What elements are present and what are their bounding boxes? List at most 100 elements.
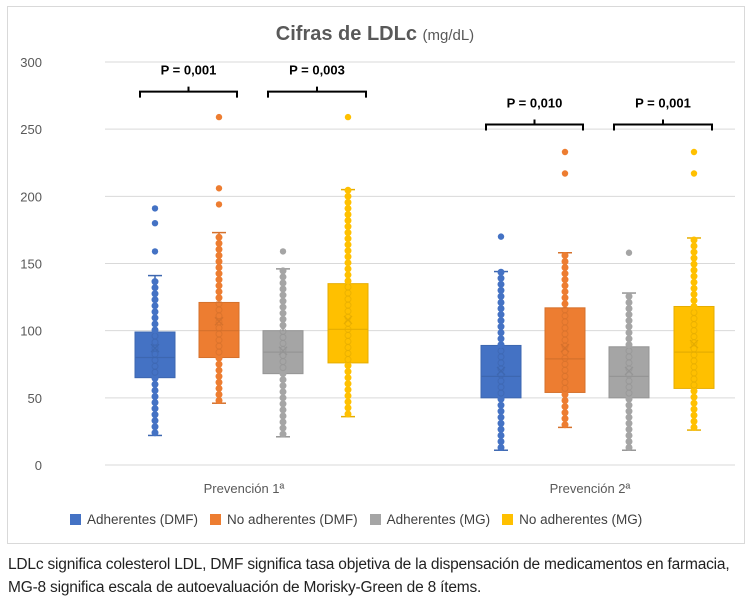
box-iqr [198, 301, 240, 359]
data-point [625, 317, 633, 325]
data-point [625, 395, 633, 403]
legend-item-no-adherentes-mg: No adherentes (MG) [502, 512, 642, 527]
data-point [690, 290, 698, 298]
data-point [279, 315, 287, 323]
legend-swatch [369, 514, 381, 525]
data-point [215, 245, 223, 253]
data-point [215, 366, 223, 374]
y-tick-label: 200 [20, 189, 42, 204]
data-point [497, 419, 505, 427]
data-point [279, 297, 287, 305]
data-point [279, 418, 287, 426]
data-point [561, 288, 569, 296]
data-point [497, 317, 505, 325]
data-point [344, 198, 352, 206]
legend-label: Adherentes (DMF) [87, 512, 199, 527]
data-point [625, 425, 633, 433]
mean-marker [150, 343, 160, 353]
outlier-point [344, 113, 352, 121]
data-point [561, 409, 569, 417]
legend: Adherentes (DMF) No adherentes (DMF) Adh… [70, 512, 654, 527]
data-point [561, 300, 569, 308]
data-point [215, 276, 223, 284]
outlier-point [215, 201, 223, 208]
outlier-point [497, 233, 505, 240]
legend-item-adherentes-dmf: Adherentes (DMF) [70, 512, 198, 527]
legend-item-no-adherentes-dmf: No adherentes (DMF) [210, 512, 358, 527]
mean-marker [560, 343, 570, 353]
mean-marker [496, 366, 506, 376]
data-point [344, 398, 352, 406]
data-point [690, 423, 698, 431]
data-point [561, 264, 569, 272]
data-point [690, 236, 698, 244]
x-category-label: Prevención 2ª [550, 481, 631, 496]
data-point [279, 370, 287, 378]
data-point [690, 284, 698, 292]
y-tick-label: 100 [20, 324, 42, 339]
chart-title: Cifras de LDLc (mg/dL) [276, 23, 474, 45]
legend-label: Adherentes (MG) [386, 512, 491, 527]
data-point [151, 429, 159, 437]
data-point [497, 311, 505, 319]
boxplot-chart: Cifras de LDLc (mg/dL) 0 50 100 150 200 250 300… [20, 23, 735, 496]
data-point [497, 335, 505, 343]
data-point [279, 285, 287, 293]
data-point [344, 241, 352, 249]
data-point [625, 341, 633, 349]
data-point [151, 278, 159, 286]
data-point [497, 425, 505, 433]
legend-label: No adherentes (DMF) [227, 512, 358, 527]
data-point [279, 291, 287, 299]
data-point [151, 284, 159, 292]
data-point [215, 288, 223, 296]
data-point [625, 311, 633, 319]
mean-marker [624, 366, 634, 376]
p-value-label: P = 0,001 [161, 63, 217, 78]
data-point [151, 314, 159, 322]
data-point [151, 423, 159, 431]
outlier-point [279, 248, 287, 255]
outlier-point [561, 148, 569, 156]
data-point [690, 417, 698, 425]
data-point [215, 257, 223, 265]
data-point [344, 392, 352, 400]
data-point [690, 302, 698, 310]
significance-bracket [613, 119, 713, 131]
data-point [279, 279, 287, 287]
data-point [215, 372, 223, 380]
data-point [344, 374, 352, 382]
data-point [151, 411, 159, 419]
chart-frame [7, 6, 745, 544]
data-point [625, 431, 633, 439]
x-category-label: Prevención 1ª [204, 481, 285, 496]
data-point [279, 406, 287, 414]
data-point [625, 444, 633, 452]
data-point [151, 290, 159, 298]
data-point [497, 323, 505, 331]
data-point [344, 410, 352, 418]
data-point [344, 235, 352, 243]
data-point [151, 302, 159, 310]
data-point [151, 405, 159, 413]
box-iqr [544, 307, 586, 393]
outlier-point [561, 170, 569, 177]
data-point [561, 390, 569, 398]
data-point [344, 404, 352, 412]
data-point [215, 354, 223, 362]
data-point [151, 399, 159, 407]
data-point [215, 270, 223, 278]
data-point [561, 415, 569, 423]
data-point [497, 292, 505, 300]
data-point [497, 274, 505, 282]
p-value-label: P = 0,010 [507, 95, 563, 110]
data-point [279, 309, 287, 317]
data-point [344, 265, 352, 273]
data-point [215, 294, 223, 302]
legend-label: No adherentes (MG) [519, 512, 643, 527]
data-point [344, 223, 352, 231]
data-point [279, 273, 287, 281]
data-point [625, 305, 633, 313]
data-point [279, 321, 287, 329]
data-point [151, 417, 159, 425]
